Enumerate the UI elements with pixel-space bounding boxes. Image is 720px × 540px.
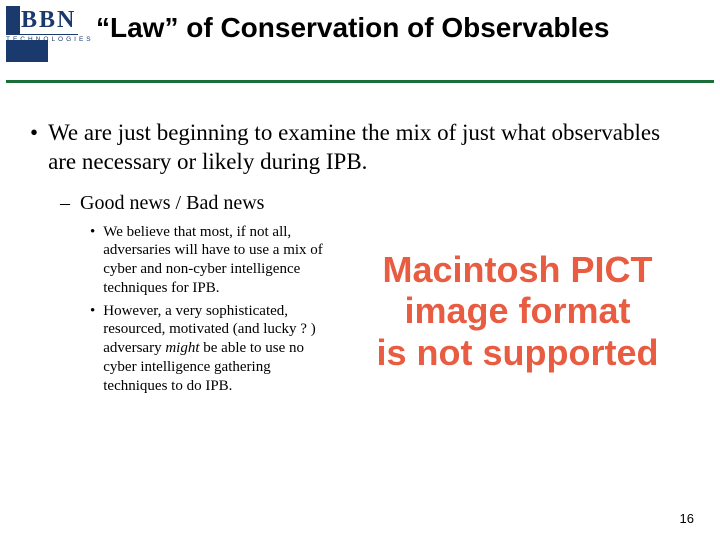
bullet-level2-text: Good news / Bad news (80, 191, 264, 215)
bullet-level3: • We believe that most, if not all, adve… (90, 223, 325, 298)
bbn-logo: BBN TECHNOLOGIES (6, 6, 78, 43)
pict-line2: image format (377, 290, 659, 331)
two-column-area: • We believe that most, if not all, adve… (30, 223, 690, 400)
l3b-em: might (165, 340, 199, 356)
bullet-dot-icon: • (90, 302, 95, 396)
bullet-level3-text: We believe that most, if not all, advers… (103, 223, 325, 298)
bullet-dot-icon: • (90, 223, 95, 298)
bullet-level2: – Good news / Bad news (30, 191, 690, 215)
logo-mark (6, 6, 20, 34)
bullet-dot-icon: • (30, 119, 38, 177)
pict-placeholder: Macintosh PICT image format is not suppo… (377, 249, 659, 373)
slide-body: • We are just beginning to examine the m… (0, 83, 720, 399)
bullet-dash-icon: – (60, 191, 70, 215)
bullet-level1: • We are just beginning to examine the m… (30, 119, 690, 177)
pict-line1: Macintosh PICT (377, 249, 659, 290)
pict-line3: is not supported (377, 332, 659, 373)
bullet-level3: • However, a very sophisticated, resourc… (90, 302, 325, 396)
slide-header: BBN TECHNOLOGIES “Law” of Conservation o… (0, 0, 720, 68)
bullet-level3-text: However, a very sophisticated, resourced… (103, 302, 325, 396)
logo-accent-block (6, 40, 48, 62)
bullet-level1-text: We are just beginning to examine the mix… (48, 119, 690, 177)
logo-row: BBN (6, 6, 78, 34)
right-column: Macintosh PICT image format is not suppo… (345, 223, 690, 400)
page-number: 16 (680, 511, 694, 526)
slide-title: “Law” of Conservation of Observables (0, 8, 720, 44)
left-column: • We believe that most, if not all, adve… (90, 223, 325, 400)
logo-letters: BBN (21, 7, 76, 34)
